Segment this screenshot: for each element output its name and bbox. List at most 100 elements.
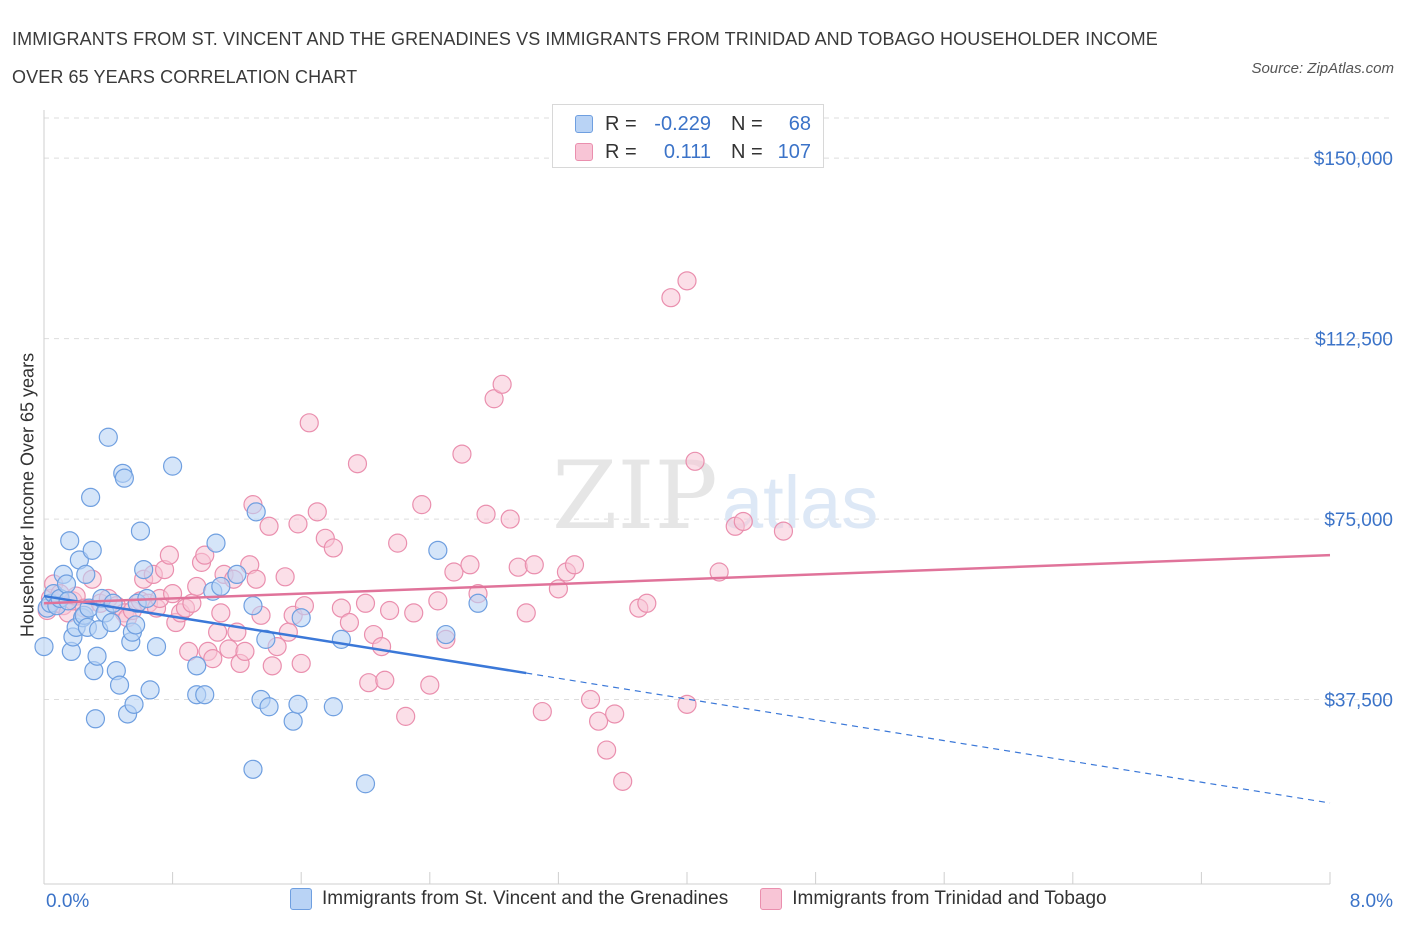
- data-point-stvincent: [206, 533, 226, 553]
- data-point-trinidad: [588, 711, 609, 731]
- y-tick-label: $37,500: [1324, 691, 1393, 712]
- y-tick-labels: $37,500 $75,000 $112,500 $150,000: [1314, 149, 1393, 711]
- data-point-trinidad: [355, 593, 376, 613]
- data-point-stvincent: [34, 636, 54, 657]
- data-point-stvincent: [109, 675, 130, 695]
- data-point-stvincent: [56, 574, 77, 594]
- data-point-trinidad: [548, 579, 569, 599]
- data-point-trinidad: [375, 670, 395, 690]
- data-point-stvincent: [98, 427, 118, 447]
- data-point-stvincent: [134, 559, 154, 580]
- data-point-stvincent: [126, 615, 146, 635]
- data-point-stvincent: [211, 576, 231, 597]
- series-legend-trinidad: Immigrants from Trinidad and Tobago: [760, 888, 1107, 910]
- legend-n-label: N =: [731, 112, 763, 135]
- watermark: ZIP atlas: [552, 442, 878, 551]
- chart-title-line1: IMMIGRANTS FROM ST. VINCENT AND THE GREN…: [12, 29, 1158, 49]
- data-point-stvincent: [259, 697, 279, 717]
- data-point-stvincent: [355, 774, 376, 794]
- data-point-trinidad: [359, 673, 379, 693]
- legend-n-value: 68: [788, 112, 811, 135]
- data-point-trinidad: [187, 576, 207, 597]
- legend-r-label: R =: [605, 112, 637, 135]
- data-point-stvincent: [85, 709, 106, 729]
- data-point-stvincent: [436, 624, 456, 645]
- series-legend-swatch-blue: [290, 888, 312, 910]
- legend-swatch-blue: [575, 115, 593, 133]
- data-point-trinidad: [412, 495, 432, 515]
- axes: [43, 110, 1331, 885]
- legend-n-value: 107: [777, 140, 811, 163]
- x-tick-labels: 0.0% 8.0%: [46, 891, 1393, 912]
- data-point-trinidad: [291, 653, 311, 674]
- data-point-stvincent: [130, 521, 151, 541]
- trend-line-trinidad: [43, 553, 1331, 605]
- data-point-trinidad: [685, 451, 705, 471]
- series-legend-swatch-pink: [760, 888, 783, 910]
- legend-row-stvincent: R = -0.229 N = 68: [575, 111, 811, 137]
- data-point-trinidad: [211, 603, 231, 623]
- source-label: Source: ZipAtlas.com: [1251, 60, 1394, 77]
- legend-swatch-pink: [575, 143, 593, 161]
- data-point-stvincent: [124, 694, 144, 714]
- data-point-trinidad: [677, 271, 697, 291]
- chart-title-line2: OVER 65 YEARS CORRELATION CHART: [12, 67, 358, 87]
- data-point-trinidad: [500, 509, 520, 529]
- x-tick-label: 8.0%: [1350, 891, 1393, 912]
- data-point-stvincent: [243, 596, 263, 616]
- data-point-trinidad: [339, 612, 360, 633]
- trend-line-stvincent-dashed: [526, 672, 1331, 804]
- watermark-atlas: atlas: [722, 461, 878, 544]
- data-point-trinidad: [637, 593, 657, 613]
- data-point-trinidad: [476, 504, 496, 524]
- data-point-trinidad: [347, 454, 368, 474]
- data-point-stvincent: [101, 612, 122, 633]
- data-point-stvincent: [76, 564, 96, 585]
- y-tick-label: $75,000: [1324, 510, 1393, 531]
- data-point-stvincent: [246, 502, 266, 522]
- data-point-stvincent: [87, 646, 107, 666]
- data-point-stvincent: [283, 711, 303, 731]
- data-point-trinidad: [246, 569, 266, 589]
- y-tick-label: $150,000: [1314, 149, 1393, 170]
- data-point-stvincent: [468, 593, 488, 613]
- series-legend: Immigrants from St. Vincent and the Gren…: [290, 888, 1139, 910]
- data-point-trinidad: [288, 514, 308, 534]
- data-point-trinidad: [484, 389, 504, 409]
- chart-title: IMMIGRANTS FROM ST. VINCENT AND THE GREN…: [12, 20, 1212, 96]
- data-point-trinidad: [613, 771, 633, 791]
- data-point-trinidad: [307, 502, 327, 522]
- data-point-trinidad: [661, 288, 681, 308]
- x-tick-label: 0.0%: [46, 891, 89, 912]
- trend-line-stvincent: [43, 594, 527, 675]
- series-legend-label: Immigrants from St. Vincent and the Gren…: [322, 888, 729, 909]
- data-point-trinidad: [605, 704, 625, 724]
- trend-lines: [43, 553, 1331, 804]
- data-point-trinidad: [580, 689, 601, 710]
- legend-r-value: -0.229: [654, 112, 711, 135]
- data-point-trinidad: [235, 641, 255, 662]
- legend-r-value: 0.111: [663, 140, 711, 163]
- data-point-trinidad: [460, 555, 480, 575]
- data-point-trinidad: [452, 444, 472, 464]
- data-point-stvincent: [227, 564, 247, 585]
- data-point-stvincent: [187, 656, 207, 676]
- data-point-trinidad: [259, 516, 279, 536]
- data-point-trinidad: [428, 591, 448, 611]
- data-point-stvincent: [103, 593, 123, 613]
- data-point-trinidad: [524, 555, 544, 575]
- data-point-trinidad: [331, 598, 351, 618]
- data-point-trinidad: [159, 545, 179, 565]
- correlation-legend: R = -0.229 N = 68 R = 0.111 N = 107: [552, 104, 824, 168]
- y-tick-label: $112,500: [1315, 330, 1393, 351]
- data-point-stvincent: [323, 697, 343, 717]
- data-point-trinidad: [278, 622, 298, 642]
- data-point-stvincent: [428, 540, 448, 560]
- data-point-trinidad: [380, 600, 400, 621]
- data-point-trinidad: [371, 636, 392, 657]
- legend-r-label: R =: [605, 140, 637, 163]
- data-point-trinidad: [597, 740, 617, 760]
- data-point-trinidad: [396, 706, 416, 726]
